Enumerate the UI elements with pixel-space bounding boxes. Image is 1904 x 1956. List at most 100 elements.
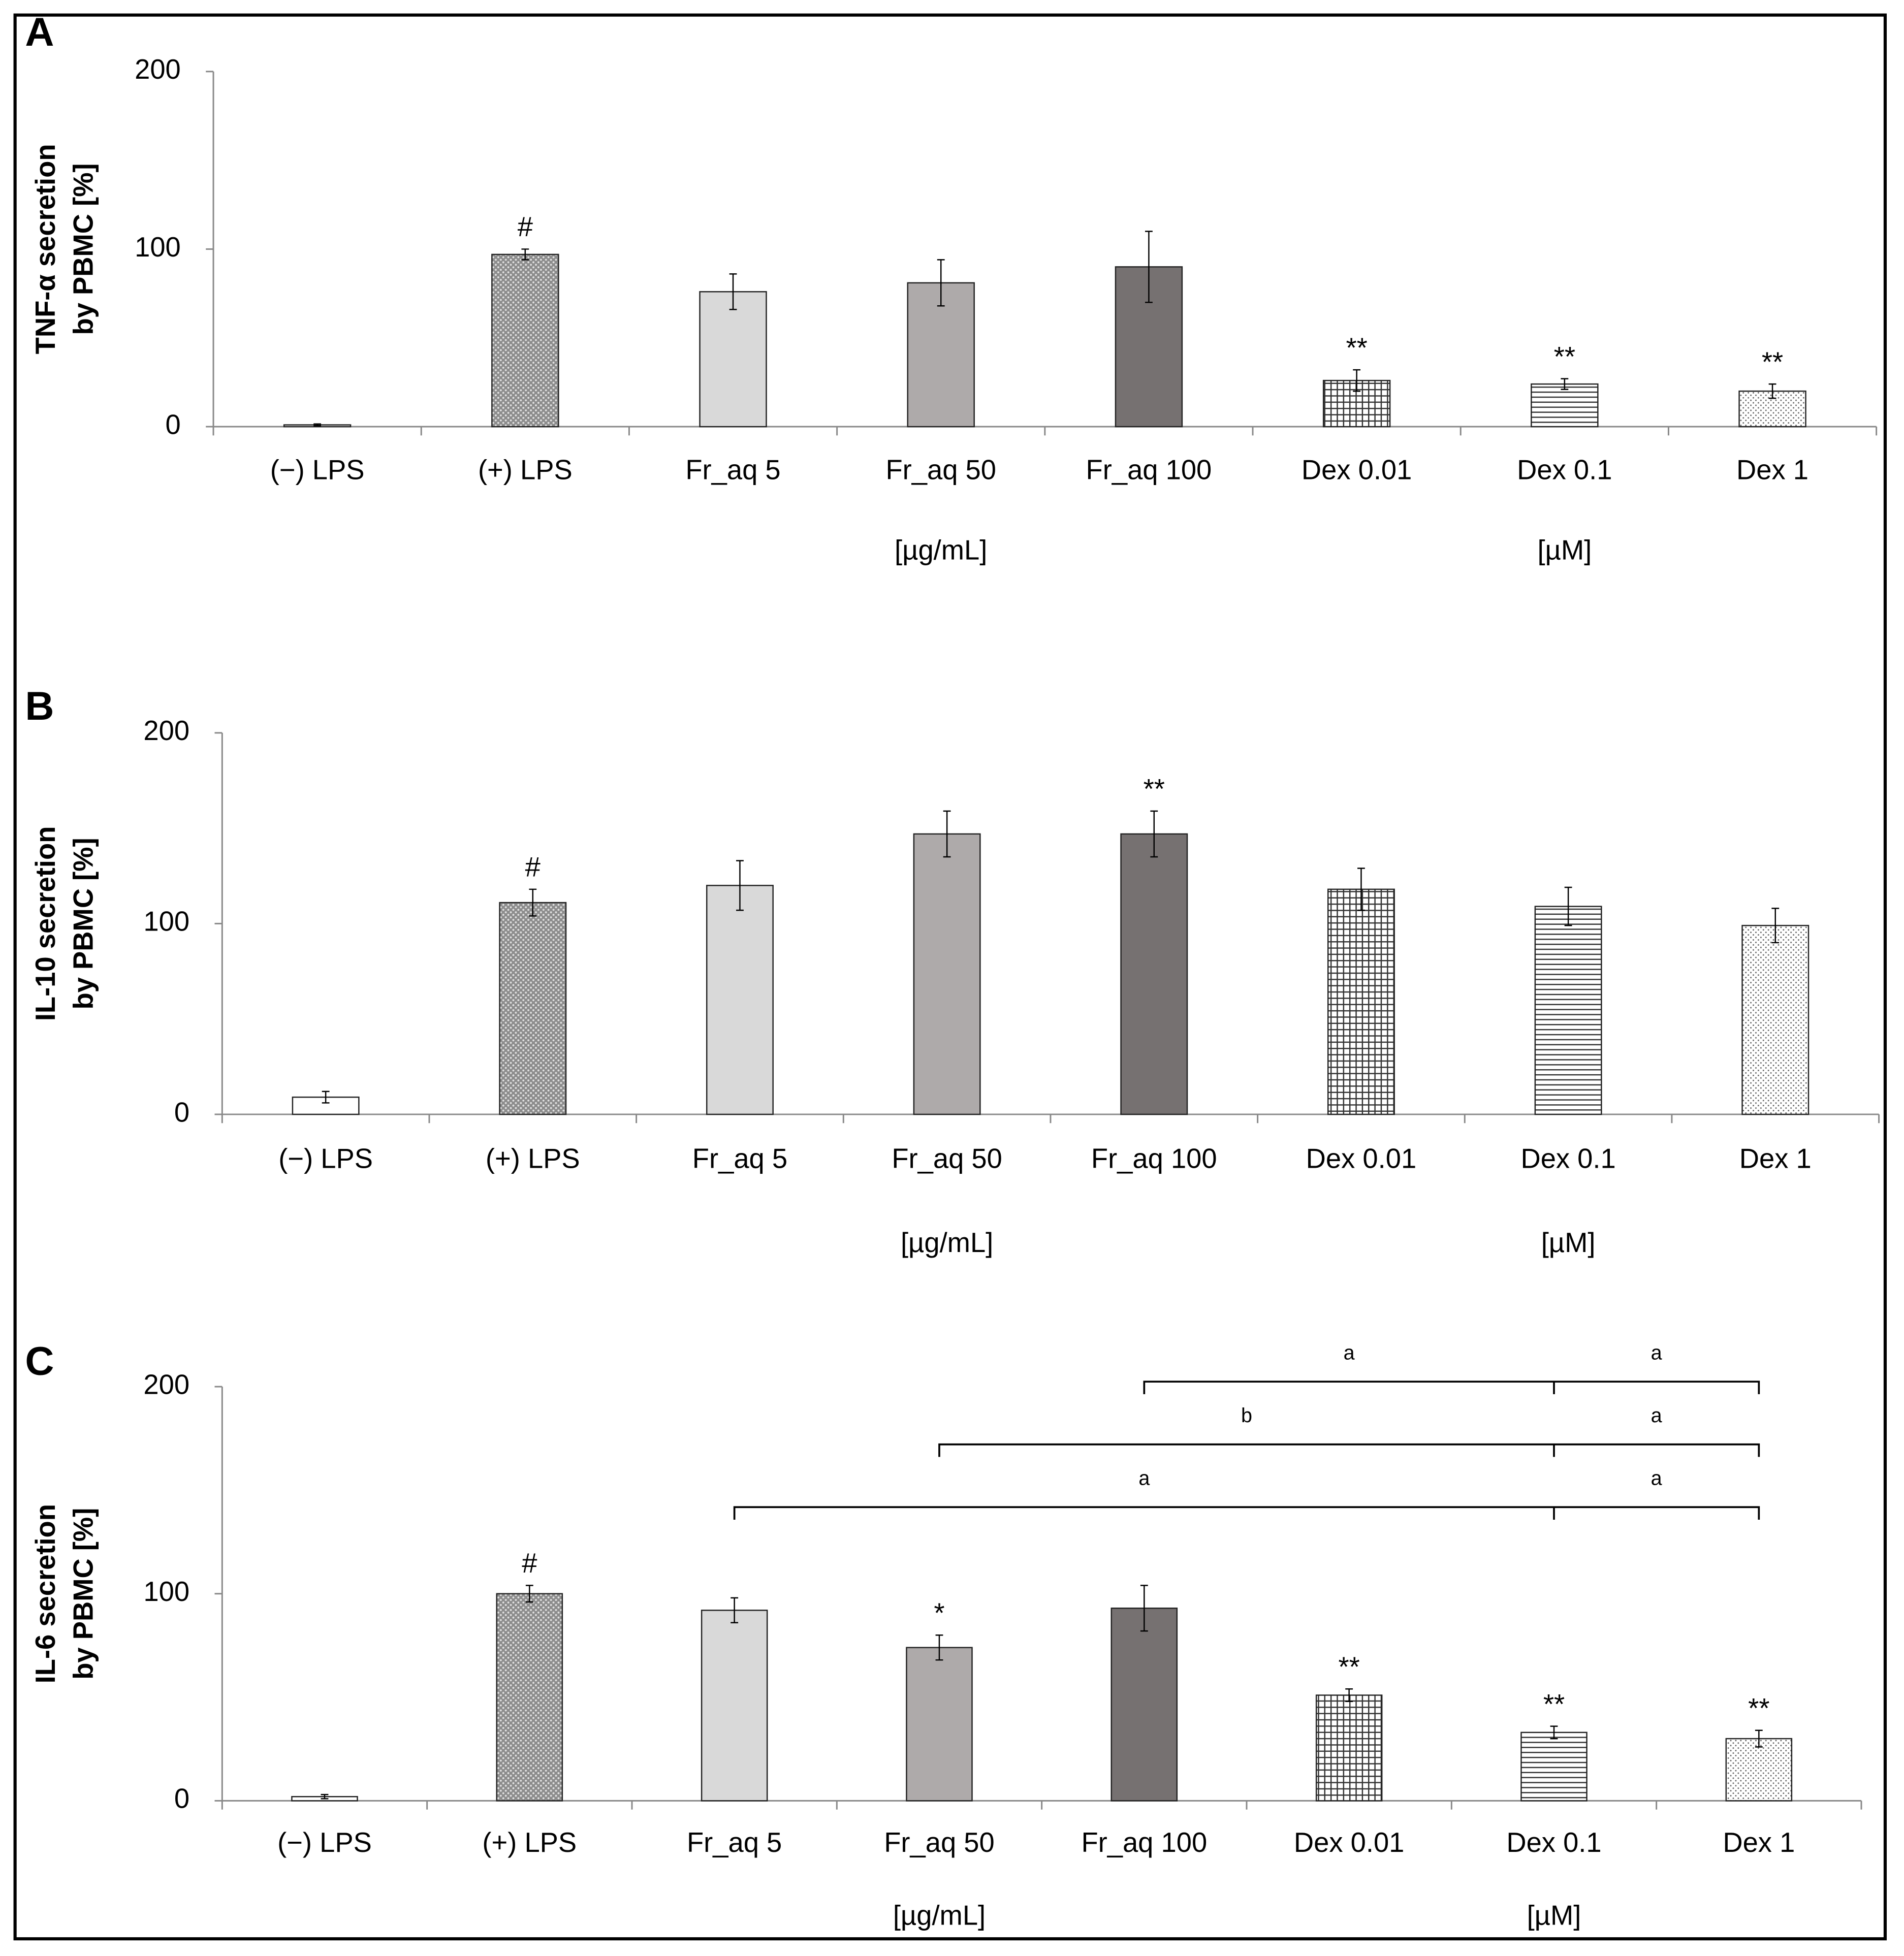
x-tick-label: Dex 1 [1723, 1827, 1795, 1858]
y-axis-label: IL-6 secretion [30, 1504, 61, 1683]
y-tick-label: 0 [174, 1783, 189, 1814]
error-bar [529, 888, 537, 917]
bracket-label: a [1344, 1341, 1355, 1364]
x-tick-label: Fr_aq 100 [1086, 454, 1212, 485]
error-bar [1561, 378, 1569, 390]
error-bar [521, 248, 529, 261]
y-tick-label: 0 [174, 1097, 189, 1128]
error-bar [1140, 1585, 1148, 1632]
significance-label: ** [1762, 346, 1783, 377]
x-tick-label: Dex 0.01 [1294, 1827, 1405, 1858]
x-tick-label: (+) LPS [482, 1827, 577, 1858]
error-bar [525, 1585, 533, 1603]
y-tick-label: 200 [143, 1369, 189, 1400]
bar [1725, 1738, 1793, 1802]
panel-letter: C [25, 1338, 54, 1383]
error-bar [1550, 1725, 1558, 1740]
bracket-label: a [1651, 1467, 1662, 1489]
bar [701, 1610, 768, 1802]
error-bar [1771, 908, 1780, 944]
y-axis-label: TNF-α secretion [30, 144, 61, 354]
x-tick-label: Dex 0.01 [1306, 1143, 1417, 1174]
x-tick-label: Fr_aq 5 [687, 1827, 782, 1858]
x-tick-label: Dex 0.01 [1302, 454, 1412, 485]
y-tick-label: 100 [143, 1576, 189, 1607]
bar [1520, 1731, 1588, 1802]
bar [907, 282, 975, 428]
x-tick-label: (−) LPS [270, 454, 365, 485]
error-bar [1357, 868, 1365, 911]
y-axis-label: IL-10 secretion [30, 826, 61, 1021]
bar [1531, 383, 1599, 428]
x-tick-label: Dex 1 [1739, 1143, 1812, 1174]
panel-letter: A [25, 9, 54, 54]
x-tick-label: Dex 1 [1736, 454, 1808, 485]
x-tick-label: Fr_aq 50 [892, 1143, 1002, 1174]
bar [1110, 1608, 1178, 1802]
x-tick-label: Dex 0.1 [1506, 1827, 1601, 1858]
error-bar [322, 1091, 330, 1104]
bar [699, 291, 767, 428]
error-bar [321, 1793, 329, 1800]
x-tick-label: (−) LPS [278, 1143, 373, 1174]
x-tick-label: Fr_aq 50 [884, 1827, 995, 1858]
significance-label: ** [1339, 1651, 1360, 1682]
unit-label: [µM] [1541, 1227, 1596, 1258]
x-tick-label: (+) LPS [478, 454, 573, 485]
bar [706, 885, 774, 1115]
bar [1741, 924, 1810, 1115]
y-tick-label: 200 [135, 54, 181, 85]
bar [1315, 1694, 1383, 1802]
x-tick-label: Dex 0.1 [1517, 454, 1612, 485]
error-bar [729, 273, 737, 310]
y-tick-label: 100 [143, 906, 189, 937]
error-bar [937, 259, 945, 307]
bar [491, 253, 559, 428]
bracket-label: b [1241, 1404, 1252, 1427]
bar [499, 902, 567, 1115]
error-bar [935, 1634, 943, 1661]
x-tick-label: Fr_aq 5 [685, 454, 780, 485]
unit-label: [µg/mL] [895, 534, 987, 565]
y-tick-label: 0 [166, 409, 181, 440]
error-bar [736, 860, 744, 911]
bracket-label: a [1651, 1341, 1662, 1364]
bar [1120, 833, 1188, 1115]
error-bar [1564, 886, 1572, 926]
x-tick-label: (+) LPS [486, 1143, 580, 1174]
significance-label: ** [1144, 774, 1165, 805]
unit-label: [µM] [1527, 1900, 1581, 1931]
error-bar [1150, 810, 1158, 858]
unit-label: [µg/mL] [901, 1227, 993, 1258]
error-bar [731, 1597, 739, 1624]
bar [1327, 888, 1395, 1115]
unit-label: [µg/mL] [893, 1900, 986, 1931]
error-bar [1145, 231, 1153, 303]
significance-label: # [518, 211, 533, 242]
error-bar [943, 810, 951, 858]
x-tick-label: Fr_aq 50 [885, 454, 996, 485]
x-tick-label: Fr_aq 5 [692, 1143, 787, 1174]
frame [13, 13, 1887, 1941]
y-tick-label: 200 [143, 715, 189, 746]
error-bar [313, 423, 322, 427]
bar [1534, 906, 1602, 1115]
significance-label: # [522, 1548, 537, 1579]
significance-label: ** [1543, 1688, 1565, 1719]
significance-label: # [525, 852, 541, 883]
error-bar [1768, 383, 1776, 399]
x-tick-label: Fr_aq 100 [1091, 1143, 1217, 1174]
bracket [938, 1443, 1760, 1457]
y-axis-label: by PBMC [%] [68, 163, 99, 335]
significance-label: ** [1748, 1693, 1769, 1724]
significance-label: * [934, 1597, 944, 1628]
unit-label: [µM] [1537, 534, 1592, 565]
panel-letter: B [25, 683, 54, 728]
y-axis-label: by PBMC [%] [68, 1508, 99, 1680]
bracket-label: a [1651, 1404, 1662, 1427]
x-tick-label: (−) LPS [277, 1827, 372, 1858]
bar [496, 1593, 563, 1802]
y-axis-label: by PBMC [%] [68, 838, 99, 1009]
y-tick-label: 100 [135, 232, 181, 263]
bar [913, 833, 981, 1115]
